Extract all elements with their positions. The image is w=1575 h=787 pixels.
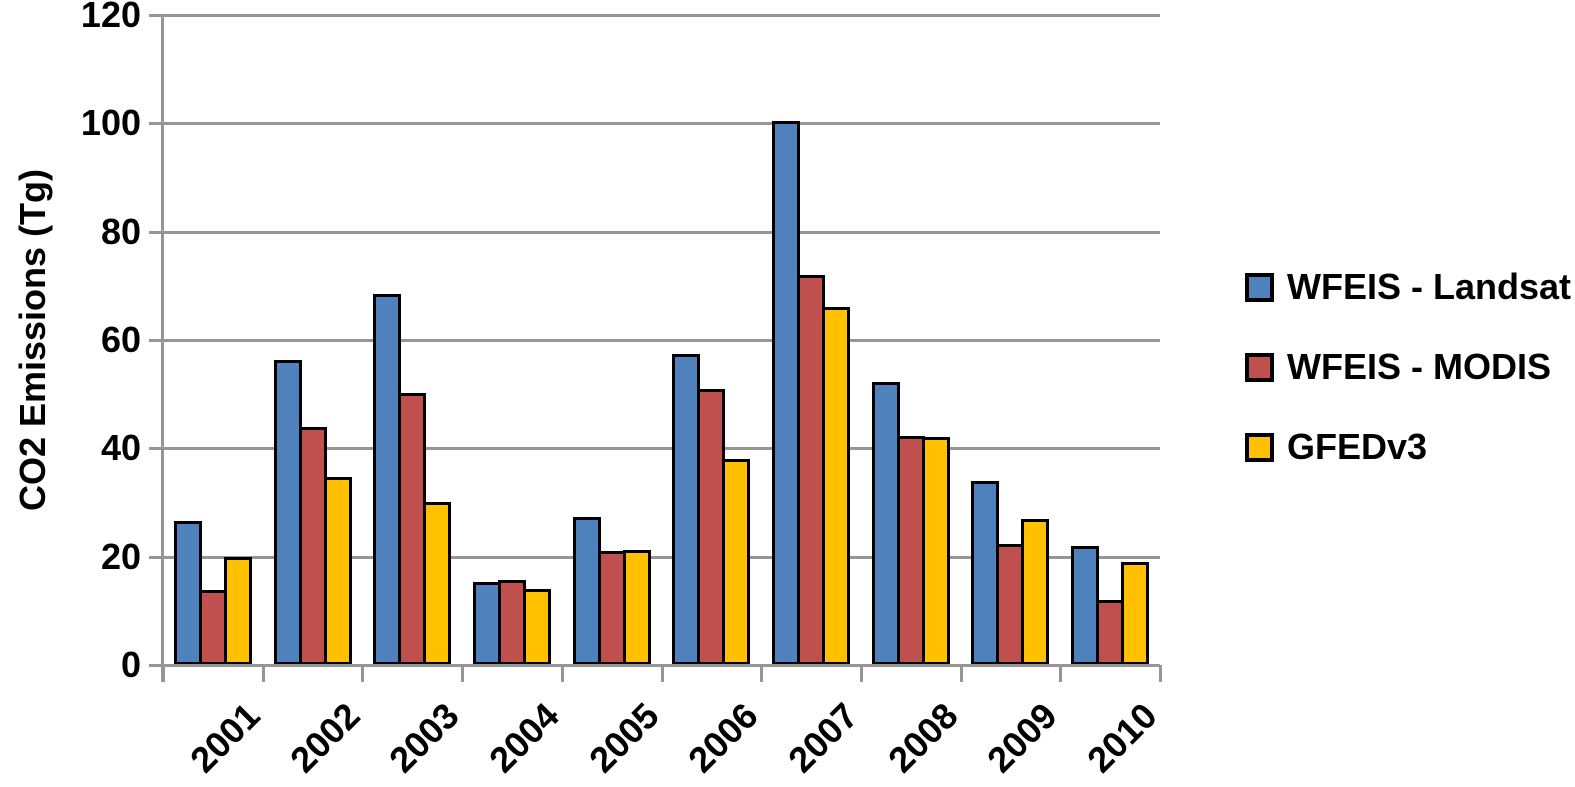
bar-2006-gfedv3 [722,459,750,665]
y-tick-label-40: 40 [100,427,141,469]
bar-2005-gfedv3 [623,550,651,665]
legend-item-wfeis-modis: WFEIS - MODIS [1245,346,1551,387]
x-tick-10 [1159,665,1162,682]
bar-2010-gfedv3 [1121,562,1149,665]
bar-2007-gfedv3 [822,307,850,665]
x-tick-label-2001: 2001 [182,694,268,781]
x-tick-1 [262,665,265,682]
bar-2005-wfeis-landsat [573,517,601,665]
bar-2004-gfedv3 [523,589,551,665]
x-tick-5 [661,665,664,682]
legend-label-wfeis-modis: WFEIS - MODIS [1287,346,1551,387]
bar-2002-wfeis-landsat [274,360,302,665]
bar-2008-wfeis-modis [897,436,925,665]
x-tick-7 [860,665,863,682]
x-axis-line [149,664,1160,667]
legend-swatch-wfeis-landsat [1245,272,1274,302]
bar-2002-wfeis-modis [299,427,327,665]
bar-2008-gfedv3 [922,437,950,665]
bar-2004-wfeis-modis [498,580,526,665]
x-tick-0 [162,665,165,682]
gridline-y-80 [163,230,1160,234]
legend-item-gfedv3: GFEDv3 [1245,426,1428,467]
legend-label-gfedv3: GFEDv3 [1287,426,1428,467]
x-tick-9 [1059,665,1062,682]
x-tick-4 [561,665,564,682]
plot-area [163,14,1160,665]
x-tick-3 [461,665,464,682]
bar-2004-wfeis-landsat [473,582,501,665]
y-tick-label-0: 0 [120,644,141,685]
bar-2007-wfeis-modis [797,275,825,665]
x-tick-6 [760,665,763,682]
gridline-y-120 [163,14,1160,17]
legend-swatch-wfeis-modis [1245,352,1274,382]
x-tick-2 [361,665,364,682]
bar-2003-wfeis-landsat [373,294,401,665]
bar-2010-wfeis-landsat [1071,546,1099,665]
bar-2001-gfedv3 [224,557,252,665]
bar-2009-gfedv3 [1021,519,1049,665]
bar-2009-wfeis-modis [996,544,1024,665]
y-tick-20 [149,555,163,559]
y-tick-60 [149,339,163,342]
bar-2005-wfeis-modis [598,551,626,665]
bar-2003-wfeis-modis [398,393,426,665]
bar-2007-wfeis-landsat [772,121,800,665]
y-axis-line [161,15,164,682]
y-tick-80 [149,230,163,234]
legend-swatch-gfedv3 [1245,432,1274,462]
bar-2006-wfeis-landsat [672,354,700,665]
gridline-y-100 [163,122,1160,126]
bar-2009-wfeis-landsat [971,481,999,665]
y-tick-label-100: 100 [80,102,141,144]
gridline-y-60 [163,339,1160,342]
bar-2008-wfeis-landsat [872,382,900,665]
y-tick-label-20: 20 [100,535,141,577]
gridline-y-20 [163,555,1160,559]
x-tick-8 [960,665,963,682]
bar-2001-wfeis-modis [199,590,227,665]
bar-2002-gfedv3 [324,477,352,665]
y-tick-120 [149,14,163,17]
y-tick-label-120: 120 [80,0,141,35]
y-tick-40 [149,447,163,451]
y-tick-label-80: 80 [100,210,141,252]
y-tick-100 [149,122,163,126]
bar-2003-gfedv3 [423,502,451,665]
y-tick-label-60: 60 [100,319,141,360]
bar-2006-wfeis-modis [697,389,725,665]
legend-label-wfeis-landsat: WFEIS - Landsat [1287,266,1572,307]
legend-item-wfeis-landsat: WFEIS - Landsat [1245,266,1572,307]
bar-2001-wfeis-landsat [174,521,202,665]
gridline-y-40 [163,447,1160,451]
bar-2010-wfeis-modis [1096,600,1124,665]
